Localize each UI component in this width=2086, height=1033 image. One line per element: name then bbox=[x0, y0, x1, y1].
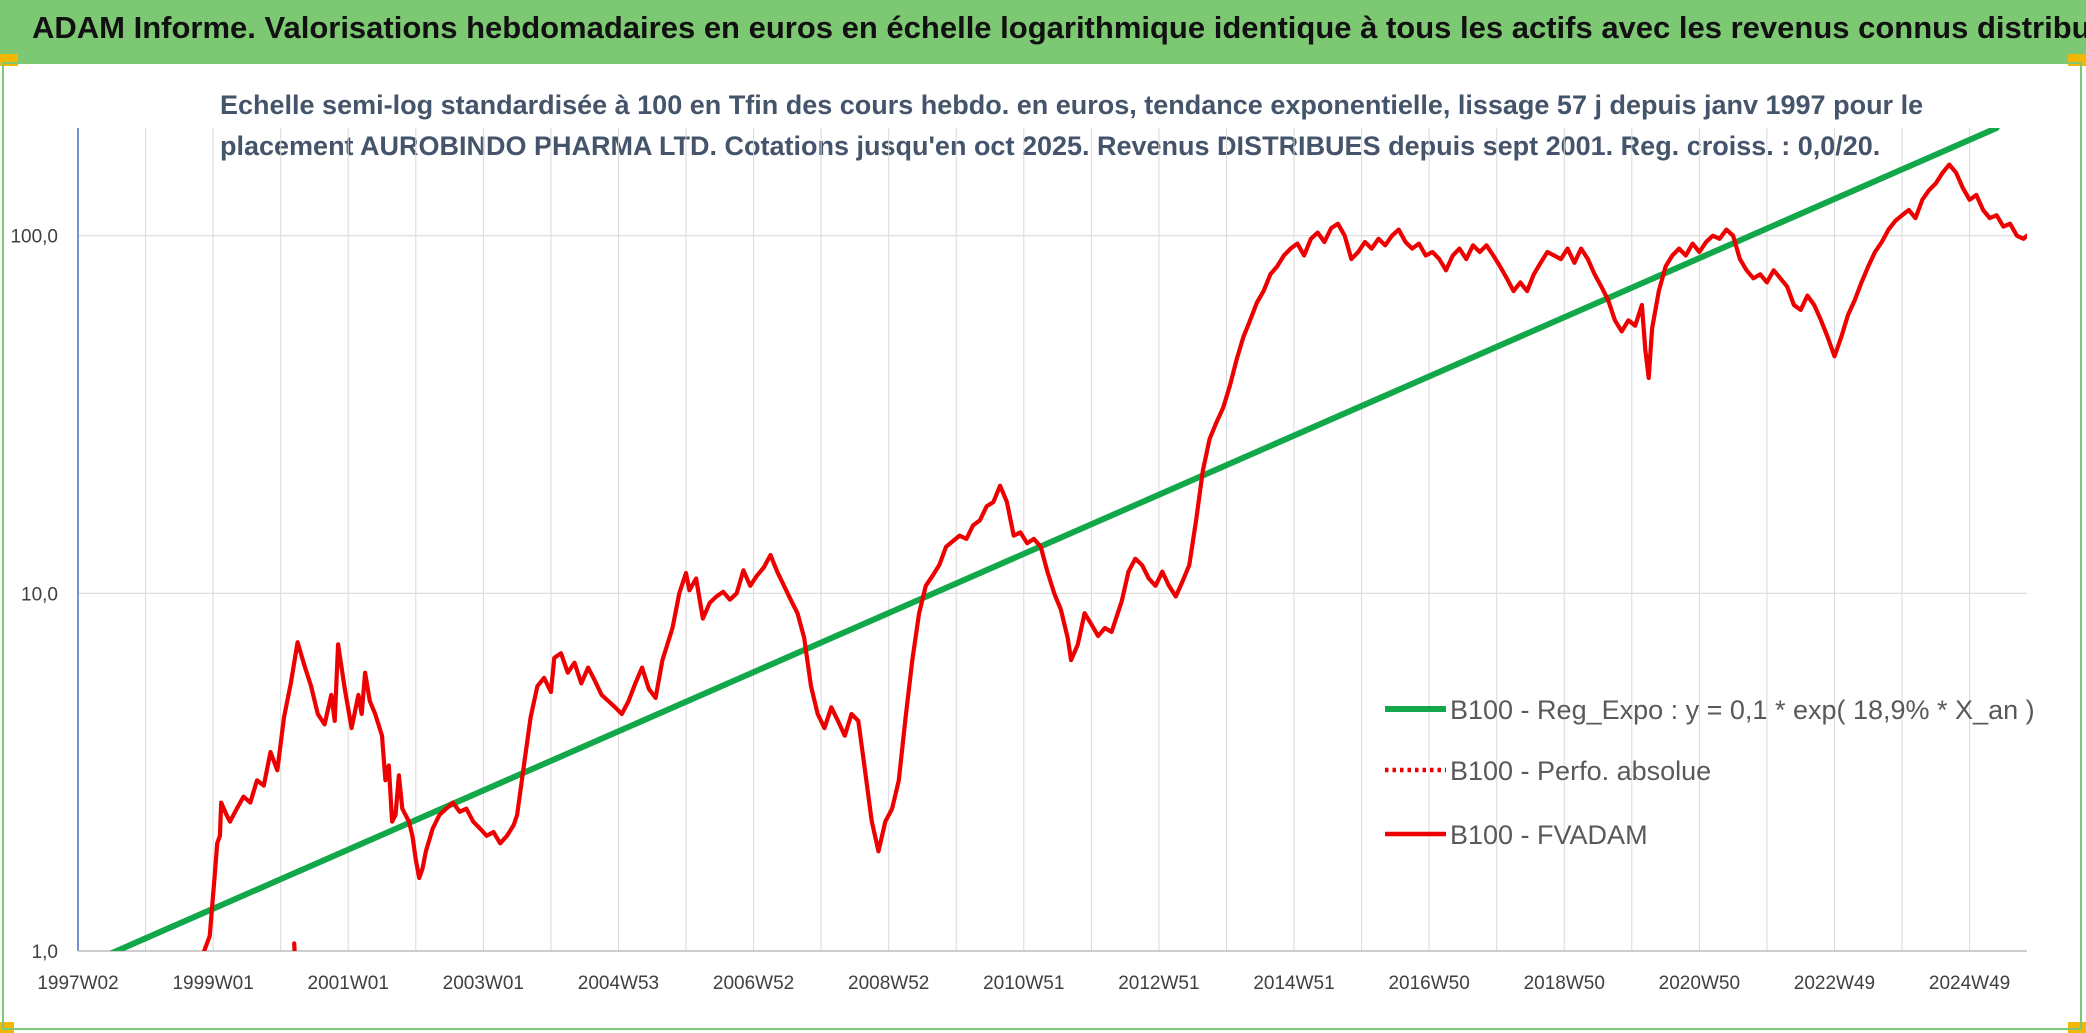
corner-marker-bottom-left bbox=[0, 1022, 14, 1033]
y-tick-label: 100,0 bbox=[10, 227, 58, 248]
x-tick-label: 1999W01 bbox=[172, 973, 253, 994]
x-tick-label: 2020W50 bbox=[1659, 973, 1740, 994]
x-tick-label: 2014W51 bbox=[1253, 973, 1334, 994]
corner-marker-bottom-right bbox=[2068, 1022, 2086, 1033]
y-tick-label: 10,0 bbox=[21, 584, 58, 605]
x-tick-label: 1997W02 bbox=[37, 973, 118, 994]
x-tick-label: 2001W01 bbox=[308, 973, 389, 994]
legend-label-2: B100 - FVADAM bbox=[1450, 820, 1648, 850]
series-line-2 bbox=[201, 162, 2027, 951]
x-tick-label: 2006W52 bbox=[713, 973, 794, 994]
y-tick-label: 1,0 bbox=[32, 942, 58, 963]
chart-frame bbox=[2, 62, 2082, 1030]
x-tick-label: 2012W51 bbox=[1118, 973, 1199, 994]
x-tick-label: 2016W50 bbox=[1388, 973, 1469, 994]
series-line-0 bbox=[109, 128, 2000, 951]
x-tick-label: 2008W52 bbox=[848, 973, 929, 994]
x-tick-label: 2018W50 bbox=[1524, 973, 1605, 994]
legend-label-1: B100 - Perfo. absolue bbox=[1450, 756, 1711, 786]
axes: 1997W02 1999W01 2001W01 2003W01 2004W53 2006W… bbox=[10, 128, 2027, 994]
legend-label-0: B100 - Reg_Expo : y = 0,1 * exp( 18,9% *… bbox=[1450, 695, 2035, 725]
chart-title-line-2: placement AUROBINDO PHARMA LTD. Cotation… bbox=[220, 131, 1881, 161]
x-tick-label: 2022W49 bbox=[1794, 973, 1875, 994]
x-tick-label: 2024W49 bbox=[1929, 973, 2010, 994]
series-layer bbox=[109, 128, 2027, 951]
chart-title-line-1: Echelle semi-log standardisée à 100 en T… bbox=[220, 90, 1924, 120]
x-tick-label: 2003W01 bbox=[443, 973, 524, 994]
x-tick-label: 2010W51 bbox=[983, 973, 1064, 994]
legend: B100 - Reg_Expo : y = 0,1 * exp( 18,9% *… bbox=[1385, 695, 2035, 850]
page-title: ADAM Informe. Valorisations hebdomadaire… bbox=[32, 10, 2086, 45]
x-tick-label: 2004W53 bbox=[578, 973, 659, 994]
header-banner: ADAM Informe. Valorisations hebdomadaire… bbox=[0, 0, 2086, 62]
